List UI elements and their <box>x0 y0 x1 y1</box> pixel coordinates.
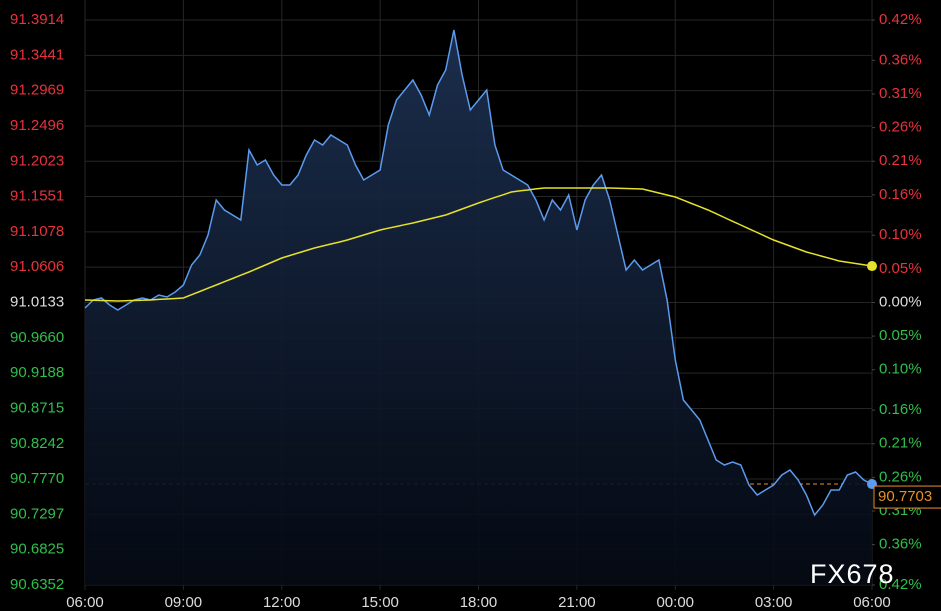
y-tick-label: 91.1078 <box>10 223 64 240</box>
y2-tick-label: 0.10% <box>879 226 922 243</box>
y-tick-label: 91.2023 <box>10 152 64 169</box>
last-price-box <box>873 485 941 509</box>
y2-tick-label: 0.26% <box>879 119 922 136</box>
y-tick-label: 90.8242 <box>10 435 64 452</box>
x-tick-label: 09:00 <box>165 594 203 611</box>
y2-tick-label: 0.36% <box>879 51 922 68</box>
y-tick-label: 91.2969 <box>10 82 64 99</box>
y2-tick-label: 0.16% <box>879 401 922 418</box>
y2-tick-label: 0.26% <box>879 468 922 485</box>
y-tick-label: 91.3441 <box>10 46 64 63</box>
y2-tick-label: 0.21% <box>879 435 922 452</box>
y-tick-label: 90.8715 <box>10 399 64 416</box>
y-tick-label: 90.9188 <box>10 364 64 381</box>
y-tick-label: 91.1551 <box>10 188 64 205</box>
x-tick-label: 21:00 <box>558 594 596 611</box>
watermark: FX678 <box>810 559 895 589</box>
y-tick-label: 91.0606 <box>10 258 64 275</box>
y2-tick-label: 0.05% <box>879 327 922 344</box>
y2-tick-label: 0.00% <box>879 293 922 310</box>
y-tick-label: 90.7770 <box>10 470 64 487</box>
last-price-label: 90.7703 <box>878 488 932 505</box>
y2-tick-label: 0.36% <box>879 536 922 553</box>
x-tick-label: 12:00 <box>263 594 301 611</box>
x-tick-label: 06:00 <box>853 594 891 611</box>
area-fill <box>85 30 872 585</box>
x-tick-label: 06:00 <box>66 594 104 611</box>
x-tick-label: 03:00 <box>755 594 793 611</box>
y2-tick-label: 0.42% <box>879 11 922 28</box>
y2-tick-label: 0.42% <box>879 576 922 593</box>
x-tick-label: 00:00 <box>656 594 694 611</box>
y2-tick-label: 0.16% <box>879 186 922 203</box>
y-tick-label: 91.2496 <box>10 117 64 134</box>
y-tick-label: 90.6825 <box>10 541 64 558</box>
series-line <box>84 29 873 517</box>
y-tick-label: 90.9660 <box>10 329 64 346</box>
series-line <box>84 187 873 302</box>
y2-tick-label: 0.31% <box>879 85 922 102</box>
y2-tick-label: 0.05% <box>879 260 922 277</box>
y2-tick-label: 0.21% <box>879 152 922 169</box>
y-tick-label: 90.7297 <box>10 505 64 522</box>
y2-tick-label: 0.10% <box>879 361 922 378</box>
y-tick-label: 91.3914 <box>10 11 64 28</box>
end-dot <box>867 261 877 272</box>
y-tick-label: 90.6352 <box>10 576 64 593</box>
x-tick-label: 18:00 <box>460 594 498 611</box>
y-tick-label: 91.0133 <box>10 293 64 310</box>
x-tick-label: 15:00 <box>361 594 399 611</box>
